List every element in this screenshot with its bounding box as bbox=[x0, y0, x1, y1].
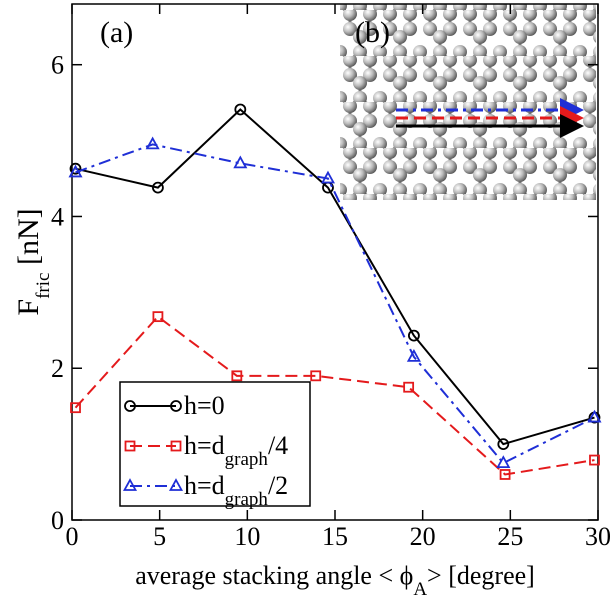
marker bbox=[234, 103, 247, 116]
marker bbox=[406, 348, 421, 362]
x-tick-label: 0 bbox=[66, 522, 79, 551]
y-axis-label: Ffric [nN] bbox=[12, 208, 54, 315]
series-line bbox=[74, 315, 595, 476]
marker bbox=[170, 440, 182, 452]
label-part: F bbox=[12, 299, 45, 316]
subscript: A bbox=[413, 579, 427, 600]
x-tick-label: 25 bbox=[497, 522, 523, 551]
label-part: h=0 bbox=[184, 391, 225, 420]
y-tick-label: 0 bbox=[51, 506, 64, 535]
label-part: h=d bbox=[184, 431, 225, 460]
marker bbox=[231, 370, 243, 382]
label-part: > [degree] bbox=[427, 561, 535, 590]
legend-label: h=0 bbox=[184, 391, 225, 420]
legend-box bbox=[119, 381, 311, 507]
marker bbox=[168, 478, 184, 491]
panel-label: (a) bbox=[100, 16, 133, 49]
marker bbox=[403, 381, 415, 393]
series-line bbox=[75, 143, 595, 465]
marker bbox=[69, 162, 82, 175]
x-tick-label: 30 bbox=[585, 522, 610, 551]
marker bbox=[320, 170, 336, 184]
marker bbox=[70, 402, 81, 414]
series-line bbox=[75, 108, 595, 446]
x-tick-label: 20 bbox=[410, 522, 436, 551]
inset-lattice bbox=[340, 4, 596, 200]
marker bbox=[170, 400, 182, 412]
marker bbox=[587, 409, 602, 423]
label-part: average stacking angle < ϕ bbox=[135, 561, 413, 590]
marker bbox=[68, 164, 83, 178]
marker bbox=[496, 455, 511, 468]
marker bbox=[589, 454, 600, 466]
subscript: graph bbox=[225, 489, 269, 510]
panel-label: (b) bbox=[355, 16, 390, 49]
legend-label: h=dgraph/4 bbox=[184, 431, 288, 470]
subscript: graph bbox=[225, 449, 269, 470]
x-tick-label: 10 bbox=[234, 522, 260, 551]
x-tick-label: 5 bbox=[153, 522, 166, 551]
x-axis-label: average stacking angle < ϕA> [degree] bbox=[135, 561, 535, 599]
marker bbox=[152, 181, 164, 194]
marker bbox=[310, 370, 322, 382]
marker bbox=[499, 469, 511, 480]
marker bbox=[124, 440, 136, 452]
label-part: h=d bbox=[184, 471, 225, 500]
marker bbox=[122, 478, 138, 491]
label-part: [nN] bbox=[12, 208, 45, 272]
marker bbox=[152, 311, 164, 323]
marker bbox=[145, 136, 160, 150]
marker bbox=[407, 329, 420, 342]
marker bbox=[124, 400, 136, 412]
legend-label: h=dgraph/2 bbox=[184, 471, 288, 510]
y-tick-label: 4 bbox=[51, 202, 64, 231]
y-tick-label: 6 bbox=[51, 51, 64, 80]
label-part: /4 bbox=[268, 431, 288, 460]
subscript: fric bbox=[33, 273, 54, 299]
y-tick-label: 2 bbox=[51, 354, 64, 383]
label-part: /2 bbox=[268, 471, 288, 500]
marker bbox=[497, 438, 510, 451]
marker bbox=[233, 155, 248, 169]
x-tick-label: 15 bbox=[322, 522, 348, 551]
